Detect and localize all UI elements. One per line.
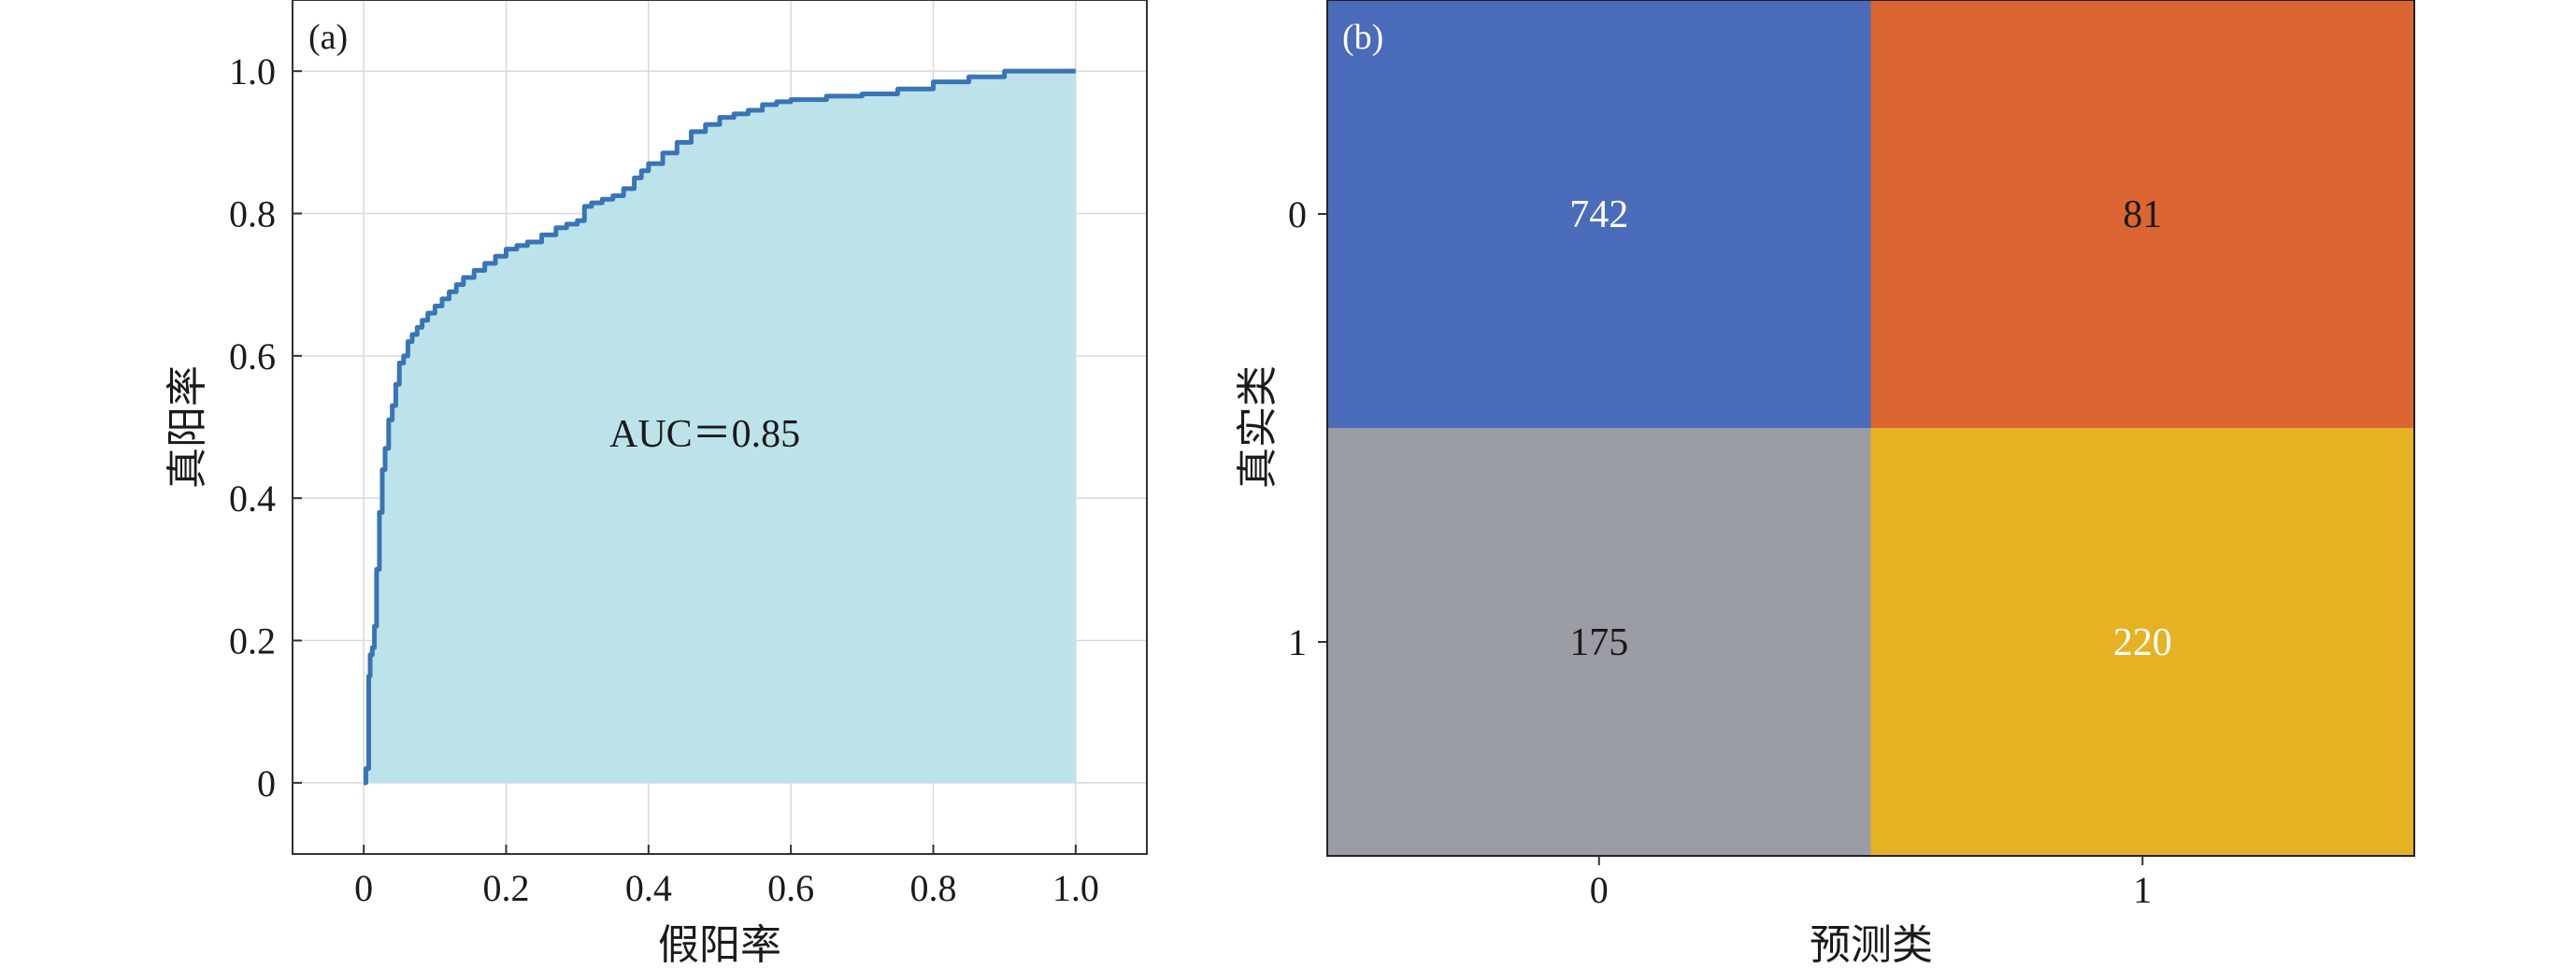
cm-y-ticks: 01 — [1288, 193, 1327, 663]
cm-y-tick-label: 0 — [1288, 193, 1307, 235]
cm-cell-value: 175 — [1569, 621, 1628, 664]
roc-x-tick-label: 0.6 — [767, 867, 814, 909]
roc-auc-annotation: AUC＝0.85 — [609, 413, 800, 456]
cm-x-axis-label: 预测类 — [1810, 922, 1933, 968]
cm-axes-frame — [1326, 0, 2415, 857]
roc-y-tick-label: 1.0 — [229, 50, 276, 93]
roc-x-tick-label: 1.0 — [1052, 867, 1099, 909]
cm-cell — [1870, 428, 2414, 856]
roc-panel: 0 0.2 0.4 0.6 0.8 1.0 0 0.2 0.4 0.6 0.8 1.0 (a) AU… — [165, 0, 1148, 968]
cm-cell-value: 220 — [2113, 621, 2172, 664]
cm-x-tick-label: 1 — [2133, 869, 2152, 911]
roc-x-tick-label: 0.2 — [483, 867, 530, 909]
roc-area-fill — [364, 71, 1076, 783]
roc-x-axis-label: 假阳率 — [658, 922, 781, 968]
cm-cell-value: 742 — [1569, 193, 1628, 236]
confusion-matrix-cells: 742 81 175 220 — [1327, 0, 2414, 856]
roc-x-tick-label: 0.4 — [625, 867, 672, 909]
roc-y-tick-label: 0.4 — [229, 477, 276, 520]
roc-y-axis-label: 真阳率 — [165, 365, 210, 489]
roc-panel-label: (a) — [308, 18, 348, 57]
cm-cell — [1870, 0, 2414, 428]
cm-y-tick-label: 1 — [1288, 621, 1307, 663]
roc-y-tick-label: 0.2 — [229, 620, 276, 662]
cm-x-tick-label: 0 — [1590, 869, 1609, 911]
roc-x-tick-label: 0 — [354, 867, 373, 909]
cm-y-axis-label: 真实类 — [1235, 365, 1281, 489]
roc-y-tick-label: 0.8 — [229, 193, 276, 235]
roc-y-ticks: 0 0.2 0.4 0.6 0.8 1.0 — [229, 50, 302, 804]
cm-cell — [1327, 0, 1871, 428]
roc-x-tick-label: 0.8 — [910, 867, 957, 909]
roc-x-ticks: 0 0.2 0.4 0.6 0.8 1.0 — [354, 845, 1099, 909]
roc-y-tick-label: 0.6 — [229, 335, 276, 377]
roc-curve-line — [363, 68, 1076, 786]
roc-y-tick-label: 0 — [257, 762, 276, 804]
cm-cell — [1327, 428, 1871, 856]
cm-panel-label: (b) — [1342, 18, 1383, 57]
cm-cell-value: 81 — [2123, 193, 2162, 236]
roc-axes-frame — [292, 0, 1148, 855]
